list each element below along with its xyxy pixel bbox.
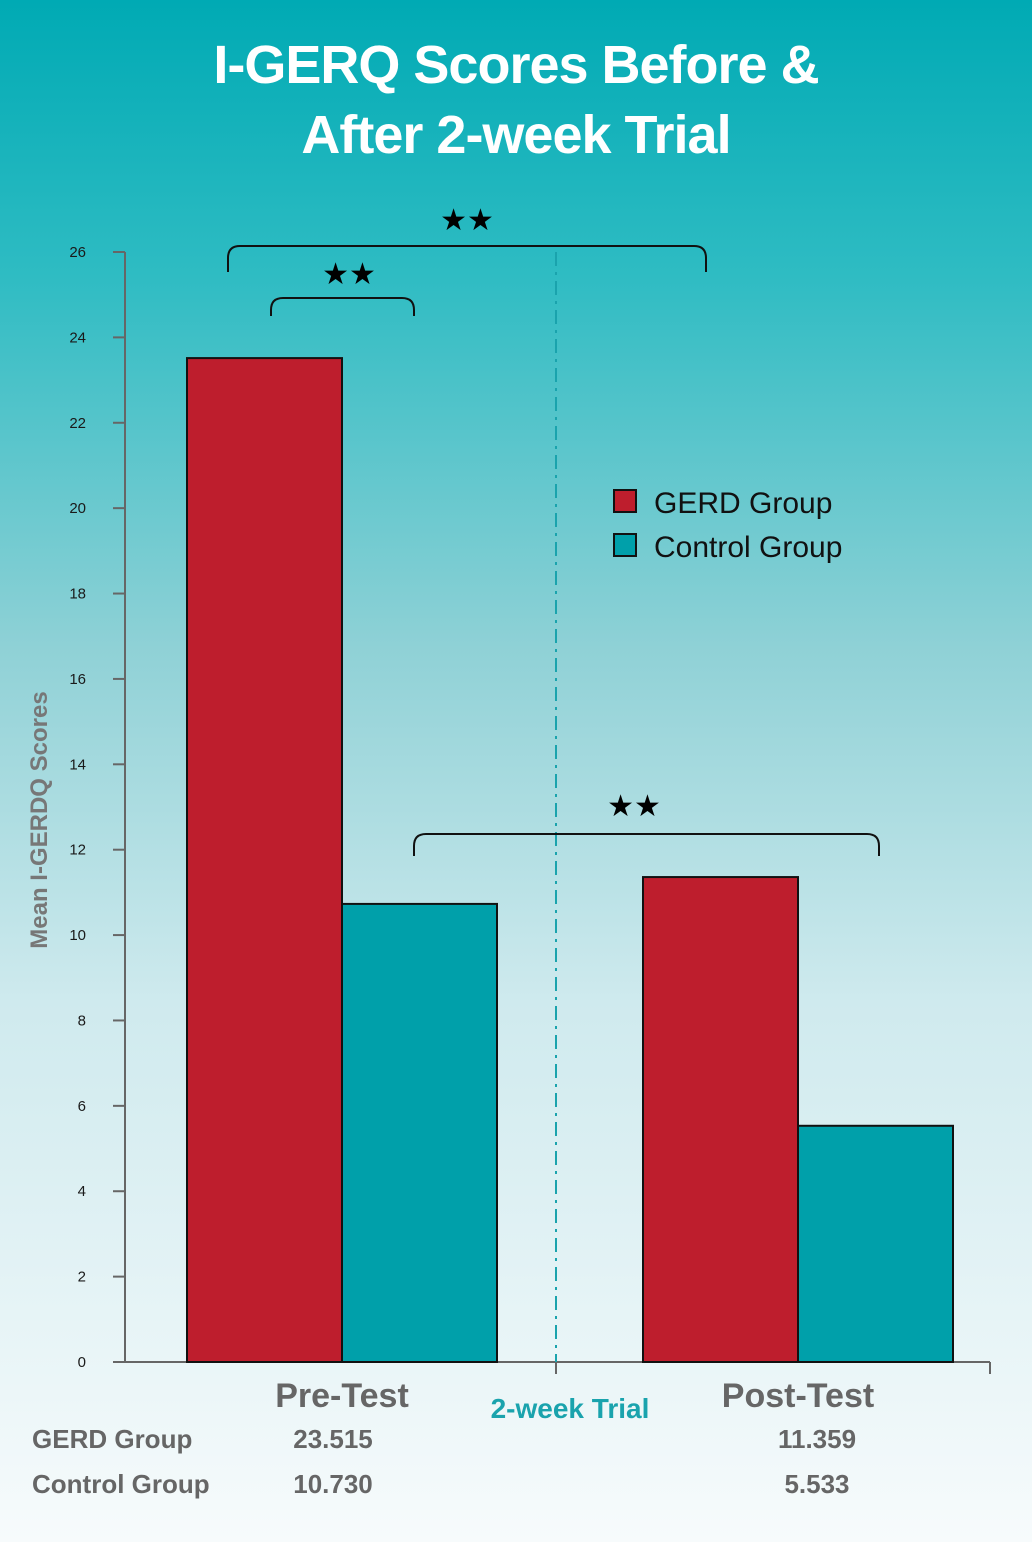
bar-control-post bbox=[797, 1124, 954, 1363]
trial-label: 2-week Trial bbox=[491, 1393, 650, 1424]
y-tick-label: 0 bbox=[78, 1354, 86, 1371]
table-row-label: GERD Group bbox=[32, 1424, 192, 1454]
y-tick-label: 18 bbox=[69, 586, 86, 603]
significance-pre-control-vs-post-gerd-bracket bbox=[413, 833, 880, 856]
table-value: 23.515 bbox=[293, 1424, 373, 1454]
significance-pre-vs-post-gerd-stars: ★★ bbox=[440, 203, 494, 238]
legend-label-control: Control Group bbox=[654, 531, 842, 564]
chart-title-line-1: I-GERQ Scores Before & bbox=[213, 35, 819, 95]
y-tick-label: 12 bbox=[69, 842, 86, 859]
y-tick-label: 24 bbox=[69, 329, 86, 346]
y-tick-label: 26 bbox=[69, 244, 86, 261]
table-value: 11.359 bbox=[778, 1424, 856, 1454]
y-tick-label: 14 bbox=[69, 756, 86, 773]
x-category-label: Pre-Test bbox=[275, 1377, 409, 1415]
table-row-label: Control Group bbox=[32, 1469, 210, 1499]
significance-pre-gerd-vs-control-bracket bbox=[270, 297, 415, 316]
y-tick-label: 16 bbox=[69, 671, 86, 688]
y-axis-label: Mean I-GERDQ Scores bbox=[26, 691, 53, 948]
y-tick-label: 22 bbox=[69, 415, 86, 432]
y-tick-label: 10 bbox=[69, 927, 86, 944]
legend-swatch-control bbox=[613, 533, 637, 557]
bar-control-pre bbox=[341, 902, 498, 1364]
table-value: 10.730 bbox=[293, 1469, 373, 1499]
y-tick-label: 6 bbox=[78, 1098, 86, 1115]
y-tick-label: 8 bbox=[78, 1012, 86, 1029]
chart-title: I-GERQ Scores Before & After 2-week Tria… bbox=[0, 30, 1032, 170]
bar-gerd-pre bbox=[186, 357, 343, 1363]
x-category-label: Post-Test bbox=[722, 1377, 874, 1415]
bar-gerd-post bbox=[642, 876, 799, 1364]
chart-title-line-2: After 2-week Trial bbox=[301, 105, 731, 165]
y-tick-label: 4 bbox=[78, 1183, 86, 1200]
legend-swatch-gerd bbox=[613, 489, 637, 513]
significance-pre-vs-post-gerd-bracket bbox=[227, 245, 707, 272]
significance-pre-gerd-vs-control-stars: ★★ bbox=[322, 257, 376, 292]
legend-label-gerd: GERD Group bbox=[654, 487, 832, 520]
significance-pre-control-vs-post-gerd-stars: ★★ bbox=[607, 789, 661, 824]
table-value: 5.533 bbox=[784, 1469, 849, 1499]
y-tick-label: 20 bbox=[69, 500, 86, 517]
y-tick-label: 2 bbox=[78, 1269, 86, 1286]
